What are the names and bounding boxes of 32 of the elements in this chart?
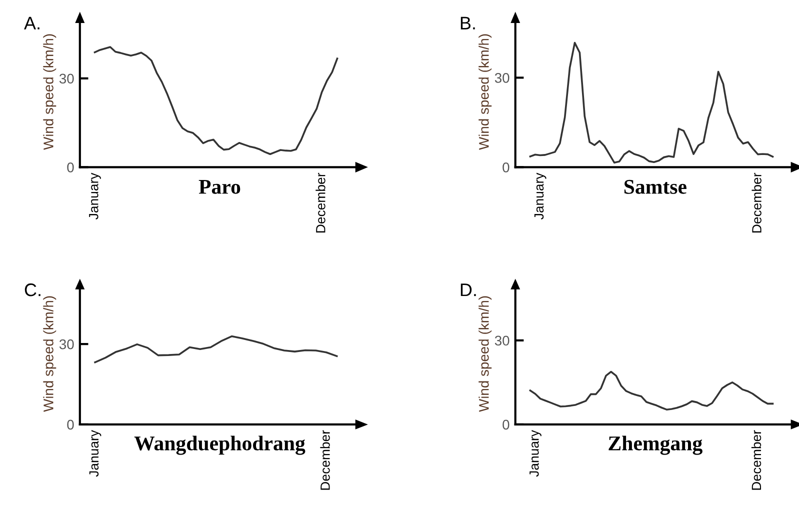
text: A.: [24, 16, 40, 30]
y-axis-title: Wind speed (km/h): [43, 296, 56, 412]
y-tick-label: 30: [494, 336, 510, 346]
x-tick-label: December: [751, 430, 762, 490]
x-tick-label: December: [316, 172, 326, 232]
y-tick-label: 30: [494, 73, 510, 83]
x-tick-label: January: [89, 172, 101, 220]
line-series: [94, 46, 338, 156]
text: D.: [460, 284, 476, 296]
y-axis-title: Wind speed (km/h): [43, 34, 56, 150]
x-tick-label: December: [320, 430, 330, 490]
text: B.: [460, 16, 475, 30]
text: Zhemgang: [608, 436, 702, 455]
x-tick-label: January: [534, 172, 546, 220]
text: Wangduephodrang: [134, 436, 306, 455]
text: C.: [24, 283, 40, 296]
y-tick-label: 0: [502, 420, 510, 430]
text: Samtse: [624, 180, 686, 194]
y-tick-label: 0: [67, 420, 74, 430]
y-tick-label: 0: [502, 162, 510, 172]
x-tick-label: January: [530, 430, 542, 477]
x-tick-label: January: [89, 430, 102, 477]
y-tick-label: 30: [59, 74, 74, 84]
y-axis-title: Wind speed (km/h): [478, 296, 492, 412]
text: Paro: [198, 180, 240, 194]
line-series: [529, 370, 774, 410]
y-tick-label: 0: [67, 162, 74, 172]
y-axis-title: Wind speed (km/h): [478, 34, 492, 150]
line-series: [94, 335, 338, 364]
y-tick-label: 30: [59, 339, 74, 350]
line-series: [529, 42, 774, 164]
x-tick-label: December: [752, 172, 762, 232]
